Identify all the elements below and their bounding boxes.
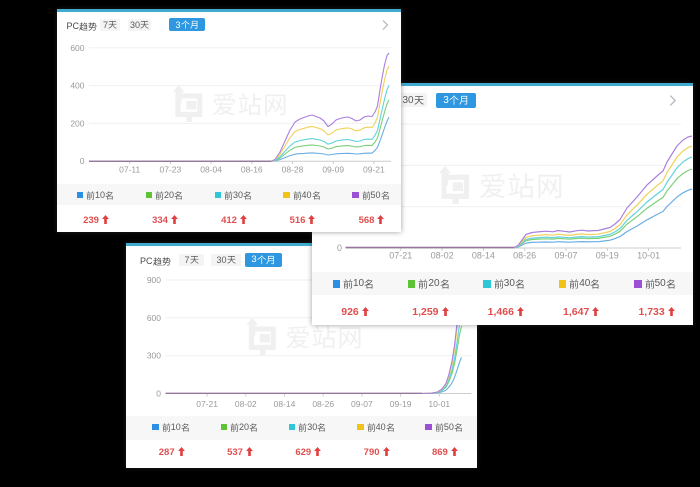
svg-text:09-07: 09-07 — [554, 251, 577, 261]
svg-text:07-21: 07-21 — [196, 399, 218, 409]
svg-text:08-28: 08-28 — [282, 165, 304, 175]
svg-text:08-14: 08-14 — [274, 399, 296, 409]
svg-text:600: 600 — [70, 43, 84, 53]
svg-text:0: 0 — [80, 156, 85, 166]
svg-text:0: 0 — [156, 389, 161, 399]
svg-text:10-01: 10-01 — [428, 399, 450, 409]
svg-text:10-01: 10-01 — [637, 251, 660, 261]
svg-text:09-07: 09-07 — [351, 399, 373, 409]
svg-text:07-11: 07-11 — [119, 165, 140, 175]
svg-text:09-21: 09-21 — [363, 165, 385, 175]
svg-text:600: 600 — [147, 313, 161, 323]
svg-text:400: 400 — [70, 81, 84, 91]
svg-text:08-16: 08-16 — [241, 165, 263, 175]
svg-text:300: 300 — [147, 351, 161, 361]
svg-text:08-02: 08-02 — [235, 399, 257, 409]
svg-text:09-09: 09-09 — [322, 165, 344, 175]
svg-text:200: 200 — [70, 118, 84, 128]
svg-text:0: 0 — [337, 243, 342, 253]
svg-text:07-23: 07-23 — [160, 165, 182, 175]
svg-text:08-26: 08-26 — [513, 251, 536, 261]
svg-text:08-02: 08-02 — [431, 251, 454, 261]
svg-text:08-04: 08-04 — [200, 165, 222, 175]
svg-text:09-19: 09-19 — [596, 251, 619, 261]
svg-text:900: 900 — [147, 275, 161, 285]
svg-text:08-14: 08-14 — [472, 251, 495, 261]
svg-text:07-21: 07-21 — [389, 251, 412, 261]
svg-text:08-26: 08-26 — [312, 399, 334, 409]
svg-text:09-19: 09-19 — [390, 399, 412, 409]
